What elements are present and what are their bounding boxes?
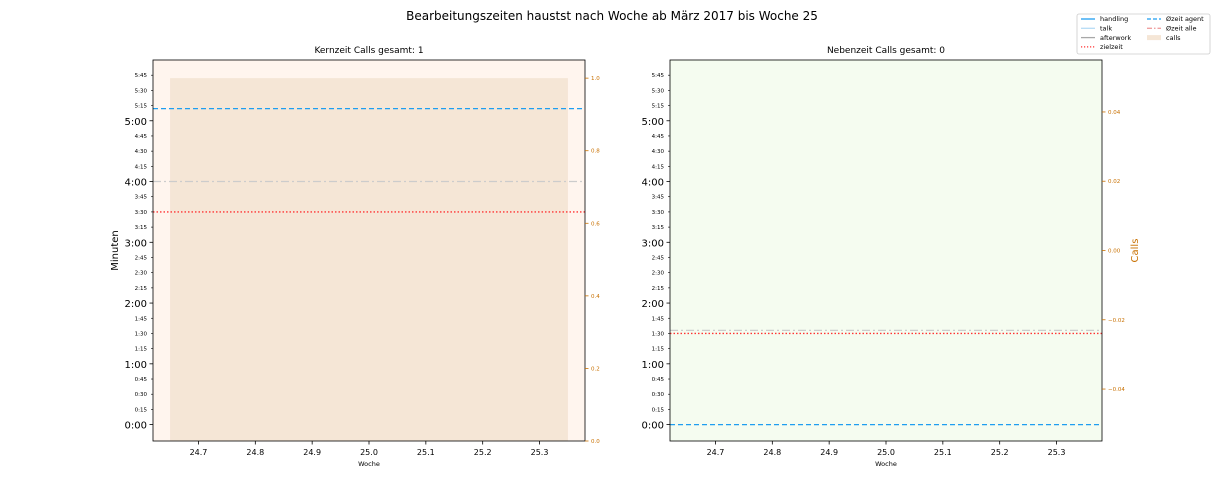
y-minor-tick-label: 2:45 (135, 255, 148, 261)
y-minor-tick-label: 3:45 (652, 195, 665, 201)
subplot-title: Kernzeit Calls gesamt: 1 (314, 46, 423, 56)
y-tick-label: 3:00 (642, 238, 664, 249)
y-minor-tick-label: 2:30 (135, 271, 148, 277)
y2-tick-label: 0.0 (591, 439, 600, 445)
chart-panel-1: Kernzeit Calls gesamt: 1 24.7 24.8 24.9 25.0… (110, 46, 600, 468)
x-tick-label: 24.9 (820, 448, 838, 457)
y-minor-tick-label: 1:30 (135, 331, 148, 337)
y-minor-tick-label: 5:15 (652, 104, 665, 110)
y-minor-tick-label: 4:30 (135, 149, 148, 155)
x-tick-label: 24.9 (303, 448, 321, 457)
y-minor-tick-label: 1:15 (135, 347, 148, 353)
y-minor-tick-label: 1:30 (652, 331, 665, 337)
y2-tick-label: 0.4 (591, 294, 600, 300)
x-axis-label: Woche (358, 460, 380, 468)
y-minor-tick-label: 4:45 (652, 134, 665, 140)
x-axis-label: Woche (875, 460, 897, 468)
y-minor-tick-label: 4:30 (652, 149, 665, 155)
subplot-title: Nebenzeit Calls gesamt: 0 (827, 46, 945, 56)
y-minor-tick-label: 1:45 (652, 316, 665, 322)
legend-label: afterwork (1100, 34, 1131, 42)
y-minor-tick-label: 0:45 (652, 377, 665, 383)
y-minor-tick-label: 5:45 (135, 73, 148, 79)
y-tick-label: 1:00 (642, 360, 664, 371)
y-minor-tick-label: 0:45 (135, 377, 148, 383)
y-minor-tick-label: 5:30 (135, 88, 148, 94)
y2-tick-label: −0.04 (1108, 387, 1125, 393)
y-minor-tick-label: 5:30 (652, 88, 665, 94)
y-minor-tick-label: 3:45 (135, 195, 148, 201)
y-tick-label: 0:00 (642, 421, 664, 432)
y-tick-label: 5:00 (642, 117, 664, 128)
y-minor-tick-label: 0:15 (135, 407, 148, 413)
x-tick-label: 25.2 (474, 448, 492, 457)
chart-panel-2: Nebenzeit Calls gesamt: 0 24.7 24.8 24.9 25.… (642, 46, 1141, 468)
y-tick-label: 0:00 (125, 421, 147, 432)
y2-tick-label: 0.02 (1108, 179, 1120, 185)
y-minor-tick-label: 1:45 (135, 316, 148, 322)
y-tick-label: 2:00 (642, 299, 664, 310)
plot-area (670, 60, 1102, 441)
calls-bar (170, 78, 568, 442)
x-tick-label: 25.3 (1048, 448, 1066, 457)
y2-tick-label: 0.6 (591, 221, 600, 227)
y-minor-tick-label: 3:30 (135, 210, 148, 216)
chart-title: Bearbeitungszeiten haustst nach Woche ab… (406, 9, 818, 23)
y2-tick-label: 0.04 (1108, 110, 1121, 116)
x-tick-label: 25.1 (417, 448, 435, 457)
legend-label: Øzeit alle (1166, 25, 1197, 33)
legend-label: calls (1166, 34, 1181, 42)
y-tick-label: 2:00 (125, 299, 147, 310)
y-minor-tick-label: 3:15 (652, 225, 665, 231)
y-tick-label: 5:00 (125, 117, 147, 128)
y-minor-tick-label: 1:15 (652, 347, 665, 353)
legend-label: zielzeit (1100, 43, 1123, 51)
y-minor-tick-label: 0:30 (135, 392, 148, 398)
y-minor-tick-label: 4:15 (652, 164, 665, 170)
y-minor-tick-label: 5:15 (135, 104, 148, 110)
y-minor-tick-label: 2:15 (652, 286, 665, 292)
x-tick-label: 25.0 (877, 448, 895, 457)
y-minor-tick-label: 3:15 (135, 225, 148, 231)
y-minor-tick-label: 5:45 (652, 73, 665, 79)
y-minor-tick-label: 4:45 (135, 134, 148, 140)
y-minor-tick-label: 2:30 (652, 271, 665, 277)
x-tick-label: 25.2 (991, 448, 1009, 457)
legend-label: handling (1100, 15, 1128, 23)
legend-label: talk (1100, 25, 1112, 33)
legend-label: Øzeit agent (1166, 15, 1204, 23)
y-tick-label: 1:00 (125, 360, 147, 371)
x-tick-label: 25.0 (360, 448, 378, 457)
y-minor-tick-label: 0:15 (652, 407, 665, 413)
y2-tick-label: 0.00 (1108, 249, 1121, 255)
y-tick-label: 4:00 (125, 178, 147, 189)
x-tick-label: 25.3 (531, 448, 549, 457)
y-minor-tick-label: 3:30 (652, 210, 665, 216)
y-minor-tick-label: 0:30 (652, 392, 665, 398)
y2-tick-label: 0.8 (591, 149, 600, 155)
x-tick-label: 24.7 (707, 448, 725, 457)
legend-box (1076, 13, 1211, 55)
x-tick-label: 25.1 (934, 448, 952, 457)
y2-tick-label: −0.02 (1108, 318, 1125, 324)
y2-tick-label: 0.2 (591, 366, 600, 372)
legend-swatch (1147, 35, 1161, 41)
y-minor-tick-label: 4:15 (135, 164, 148, 170)
y-tick-label: 4:00 (642, 178, 664, 189)
y2-tick-label: 1.0 (591, 76, 600, 82)
y2-axis-label: Calls (1130, 239, 1141, 263)
x-tick-label: 24.8 (763, 448, 781, 457)
y-tick-label: 3:00 (125, 238, 147, 249)
y-minor-tick-label: 2:45 (652, 255, 665, 261)
y-minor-tick-label: 2:15 (135, 286, 148, 292)
x-tick-label: 24.7 (190, 448, 208, 457)
y-axis-label: Minuten (110, 230, 121, 271)
x-tick-label: 24.8 (246, 448, 264, 457)
